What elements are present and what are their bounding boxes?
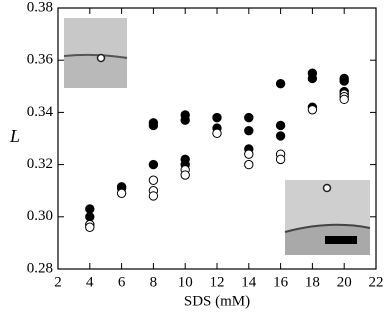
data-point [180,115,190,125]
data-point [339,94,349,105]
data-point [116,188,127,199]
data-point [275,154,286,165]
inset-photo [284,180,371,255]
data-point [244,112,254,123]
x-tick-label: 4 [86,274,94,290]
data-point [307,105,318,115]
data-point [148,175,159,185]
data-point [85,212,95,222]
x-tick-label: 16 [273,274,289,290]
x-tick-label: 6 [118,274,126,290]
x-tick-label: 2 [54,274,62,290]
data-point [85,204,95,214]
data-point [148,120,159,131]
data-point [275,120,286,131]
x-tick-label: 18 [305,274,320,290]
data-point [244,149,254,159]
data-point [148,159,159,170]
y-tick-label: 0.32 [27,156,53,172]
data-point [275,78,286,89]
data-point [212,128,222,138]
data-point [148,191,159,201]
y-tick-label: 0.36 [27,52,54,68]
data-point [339,76,349,86]
y-tick-label: 0.34 [27,104,54,120]
data-point [275,131,286,141]
inset-photo [63,18,128,88]
x-tick-label: 22 [369,274,384,290]
x-tick-label: 14 [241,274,257,290]
data-point [180,170,190,180]
data-point [212,112,222,123]
x-axis-label: SDS (mM) [184,293,250,309]
data-point [307,73,318,84]
data-point [244,159,254,170]
x-tick-label: 20 [337,274,352,290]
x-tick-label: 8 [150,274,158,290]
y-tick-label: 0.38 [27,0,53,15]
x-tick-label: 10 [178,274,193,290]
x-tick-label: 12 [210,274,225,290]
data-point [244,125,254,136]
data-point [85,222,95,232]
y-axis-label: L [9,126,20,146]
y-tick-label: 0.30 [27,208,53,224]
y-tick-label: 0.28 [27,260,53,276]
